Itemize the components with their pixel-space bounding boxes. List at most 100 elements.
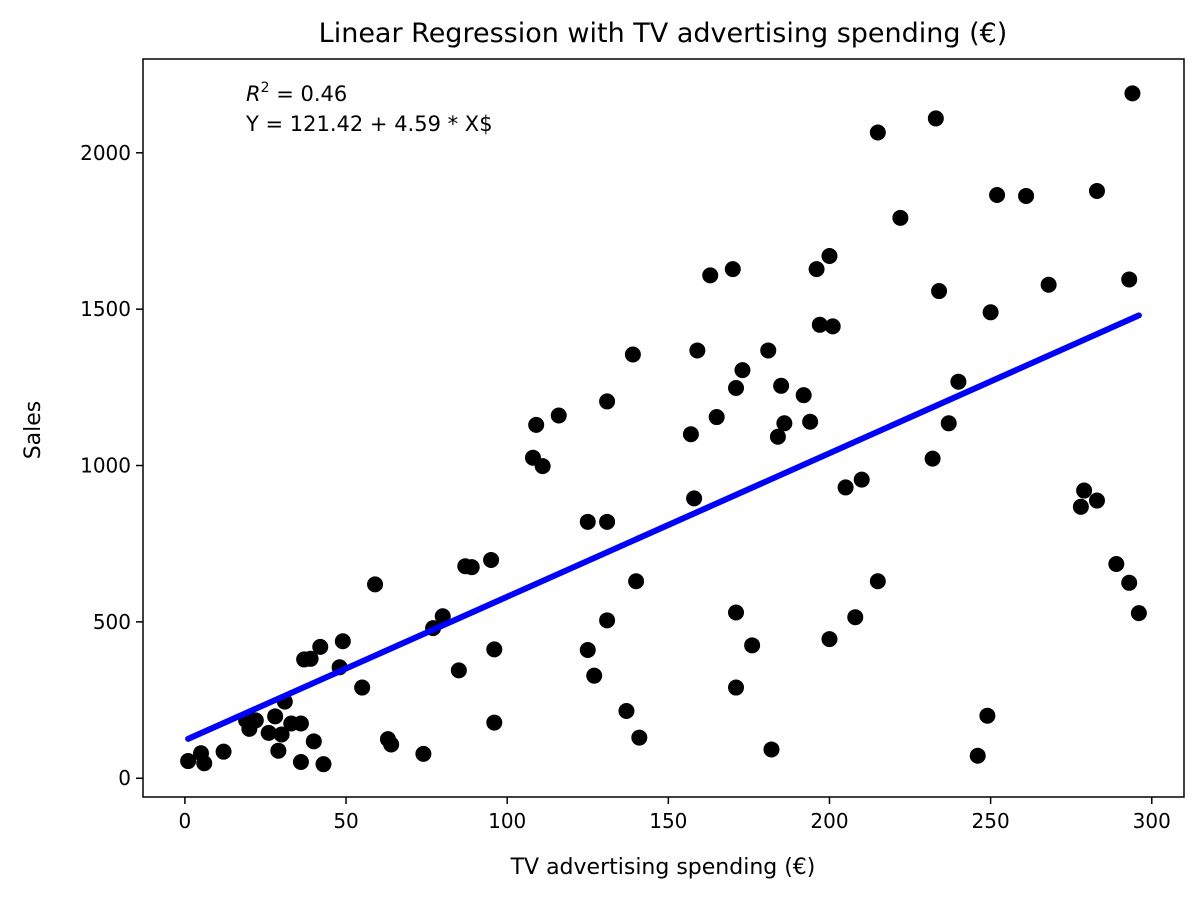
data-point: [760, 342, 777, 359]
data-point: [924, 450, 941, 467]
x-tick-label: 200: [810, 809, 848, 833]
data-point: [624, 346, 641, 363]
data-point: [483, 551, 500, 568]
data-point: [534, 458, 551, 475]
data-point: [579, 513, 596, 530]
data-point: [950, 373, 967, 390]
data-point: [1076, 482, 1093, 499]
data-point: [1121, 271, 1138, 288]
x-tick-label: 100: [488, 809, 526, 833]
data-point: [708, 409, 725, 426]
x-axis-ticks: 0 50 100 150 200 250 300: [179, 797, 1171, 833]
data-point: [599, 513, 616, 530]
data-point: [847, 609, 864, 626]
data-point: [599, 393, 616, 410]
x-tick-label: 150: [649, 809, 687, 833]
data-point: [824, 318, 841, 335]
data-points: [180, 85, 1147, 773]
data-point: [315, 756, 332, 773]
data-point: [1040, 276, 1057, 293]
data-point: [215, 743, 232, 760]
data-point: [260, 724, 277, 741]
data-point: [1072, 498, 1089, 515]
data-point: [312, 638, 329, 655]
data-point: [599, 612, 616, 629]
x-tick-label: 0: [179, 809, 192, 833]
data-point: [989, 187, 1006, 204]
data-point: [724, 261, 741, 278]
data-point: [728, 379, 745, 396]
data-point: [586, 667, 603, 684]
x-tick-label: 300: [1133, 809, 1171, 833]
data-point: [618, 703, 635, 720]
data-point: [247, 712, 264, 729]
data-point: [415, 745, 432, 762]
y-tick-label: 2000: [80, 141, 131, 165]
data-point: [180, 753, 197, 770]
data-point: [292, 753, 309, 770]
y-tick-label: 500: [93, 610, 131, 634]
data-point: [869, 124, 886, 141]
data-point: [631, 729, 648, 746]
data-point: [383, 736, 400, 753]
data-point: [1088, 182, 1105, 199]
r-squared-exponent: 2: [261, 80, 270, 96]
x-tick-label: 50: [333, 809, 358, 833]
data-point: [821, 248, 838, 265]
data-point: [776, 415, 793, 432]
data-point: [686, 490, 703, 507]
r-squared-annotation: R2 = 0.46: [246, 80, 347, 106]
data-point: [892, 209, 909, 226]
data-point: [979, 707, 996, 724]
data-point: [837, 479, 854, 496]
data-point: [334, 633, 351, 650]
data-point: [628, 573, 645, 590]
data-point: [773, 377, 790, 394]
data-point: [302, 650, 319, 667]
data-point: [702, 267, 719, 284]
data-point: [1018, 187, 1035, 204]
data-point: [795, 387, 812, 404]
data-point: [869, 573, 886, 590]
data-point: [689, 342, 706, 359]
data-point: [734, 362, 751, 379]
data-point: [486, 714, 503, 731]
plot-area-frame: [142, 58, 1185, 798]
data-point: [1121, 574, 1138, 591]
data-point: [450, 662, 467, 679]
data-point: [1130, 605, 1147, 622]
r-squared-value: = 0.46: [270, 82, 348, 106]
data-point: [273, 726, 290, 743]
data-point: [528, 416, 545, 433]
data-point: [682, 426, 699, 443]
chart-title: Linear Regression with TV advertising sp…: [319, 18, 1008, 49]
data-point: [728, 679, 745, 696]
data-point: [579, 642, 596, 659]
data-point: [969, 747, 986, 764]
y-axis-label: Sales: [21, 401, 46, 460]
data-point: [808, 261, 825, 278]
data-point: [940, 415, 957, 432]
annotation-block: R2 = 0.46 Y = 121.42 + 4.59 * X$: [245, 80, 493, 136]
data-point: [267, 708, 284, 725]
data-point: [769, 428, 786, 445]
x-axis-label: TV advertising spending (€): [510, 855, 816, 880]
data-point: [728, 604, 745, 621]
data-point: [434, 608, 451, 625]
data-point: [1088, 492, 1105, 509]
data-point: [486, 641, 503, 658]
data-point: [1124, 85, 1141, 102]
data-point: [763, 741, 780, 758]
data-point: [463, 559, 480, 576]
data-point: [802, 413, 819, 430]
regression-equation: Y = 121.42 + 4.59 * X$: [245, 112, 493, 136]
data-point: [292, 715, 309, 732]
y-tick-label: 1500: [80, 297, 131, 321]
data-point: [744, 637, 761, 654]
y-tick-label: 0: [118, 766, 131, 790]
r-squared-symbol: R: [246, 82, 261, 106]
data-point: [354, 679, 371, 696]
y-tick-label: 1000: [80, 454, 131, 478]
data-point: [196, 755, 213, 772]
data-point: [811, 316, 828, 333]
